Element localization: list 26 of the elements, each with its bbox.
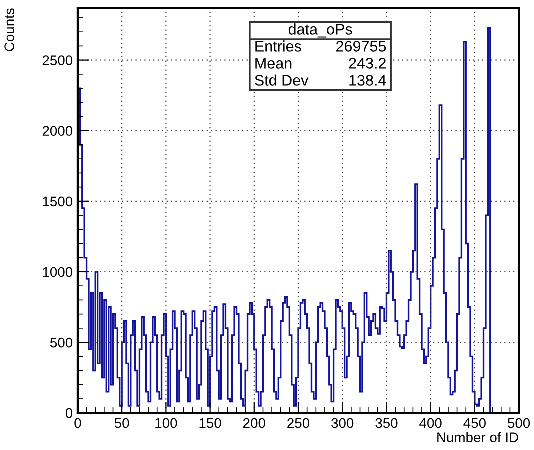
x-tick-label: 300 — [332, 418, 354, 428]
x-tick-label: 450 — [464, 418, 486, 428]
y-tick-label: 500 — [50, 338, 73, 348]
y-tick-label: 2000 — [42, 126, 73, 136]
y-tick-label: 1500 — [43, 196, 73, 207]
annotation: Mean — [256, 58, 292, 69]
x-tick-label: 250 — [288, 418, 310, 428]
x-tick-label: 0 — [74, 418, 82, 428]
y-tick-label: 2500 — [42, 56, 73, 66]
annotation: 138.4 — [350, 75, 386, 86]
x-tick-label: 100 — [156, 418, 178, 428]
y-tick-label: 0 — [66, 408, 73, 418]
annotation: data_oPs — [288, 24, 352, 38]
x-tick-label: 400 — [420, 418, 442, 428]
y-axis-title: Counts — [4, 8, 14, 52]
annotation: 243.2 — [349, 58, 386, 69]
x-tick-label: 150 — [200, 418, 222, 428]
x-tick-label: 500 — [508, 418, 530, 428]
y-tick-label: 1000 — [43, 267, 73, 278]
x-axis-title: Number of ID — [438, 432, 518, 442]
annotation: Entries — [256, 40, 302, 52]
x-tick-label: 200 — [244, 418, 266, 428]
x-tick-label: 50 — [114, 418, 130, 428]
annotation: 269755 — [336, 41, 386, 52]
x-tick-label: 350 — [376, 418, 398, 428]
annotation: Std Dev — [255, 74, 309, 86]
